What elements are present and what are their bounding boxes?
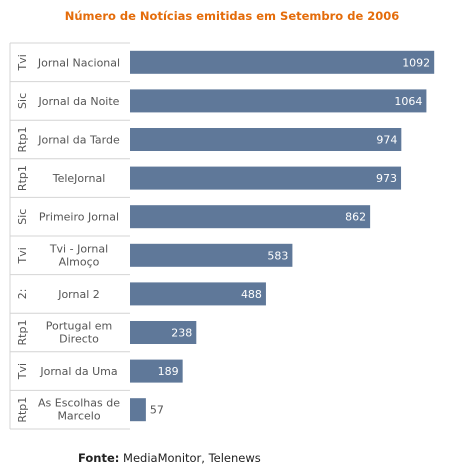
category-label: TeleJornal <box>52 172 106 185</box>
group-label: 2: <box>16 289 29 300</box>
chart-title: Número de Notícias emitidas em Setembro … <box>65 9 400 23</box>
category-label: As Escolhas de Marcelo <box>38 397 120 423</box>
group-label: Rtp1 <box>16 397 29 423</box>
category-label: Portugal em Directo <box>46 320 113 346</box>
bar <box>130 50 435 74</box>
value-label: 189 <box>158 365 179 378</box>
bar <box>130 359 183 383</box>
value-label: 488 <box>241 288 262 301</box>
value-label: 862 <box>345 211 366 224</box>
bar-chart: Número de Notícias emitidas em Setembro … <box>9 9 435 430</box>
bar <box>130 243 293 267</box>
source-label: Fonte: <box>78 451 120 465</box>
group-label: Rtp1 <box>16 320 29 346</box>
value-label: 238 <box>171 327 192 340</box>
value-label: 1064 <box>394 95 422 108</box>
group-label: Tvi <box>16 54 29 71</box>
value-label: 583 <box>267 249 288 262</box>
source-note: Fonte: MediaMonitor, Telenews <box>78 451 261 465</box>
value-label: 973 <box>376 172 397 185</box>
group-label: Tvi <box>16 247 29 264</box>
category-label: Jornal Nacional <box>37 56 120 69</box>
bar <box>130 205 371 229</box>
category-label: Jornal da Noite <box>38 95 120 108</box>
group-label: Sic <box>16 93 29 109</box>
bar <box>130 398 146 422</box>
chart-rows: Tvi Jornal Nacional 1092 Sic Jornal da Noite… <box>9 42 435 430</box>
group-label: Sic <box>16 209 29 225</box>
group-label: Tvi <box>16 363 29 380</box>
value-label: 57 <box>150 404 164 417</box>
category-label: Tvi - Jornal Almoço <box>49 242 108 268</box>
bar <box>130 321 197 344</box>
bar <box>130 128 402 151</box>
category-label: Jornal 2 <box>57 288 100 301</box>
group-label: Rtp1 <box>16 127 29 153</box>
category-label: Jornal da Tarde <box>37 134 120 147</box>
category-label: Primeiro Jornal <box>39 211 119 224</box>
source-text: MediaMonitor, Telenews <box>123 451 261 465</box>
group-label: Rtp1 <box>16 165 29 191</box>
value-label: 1092 <box>402 56 430 69</box>
bar <box>130 166 402 190</box>
bar <box>130 282 266 306</box>
value-label: 974 <box>376 134 397 147</box>
bar <box>130 89 427 113</box>
category-label: Jornal da Uma <box>39 365 117 378</box>
